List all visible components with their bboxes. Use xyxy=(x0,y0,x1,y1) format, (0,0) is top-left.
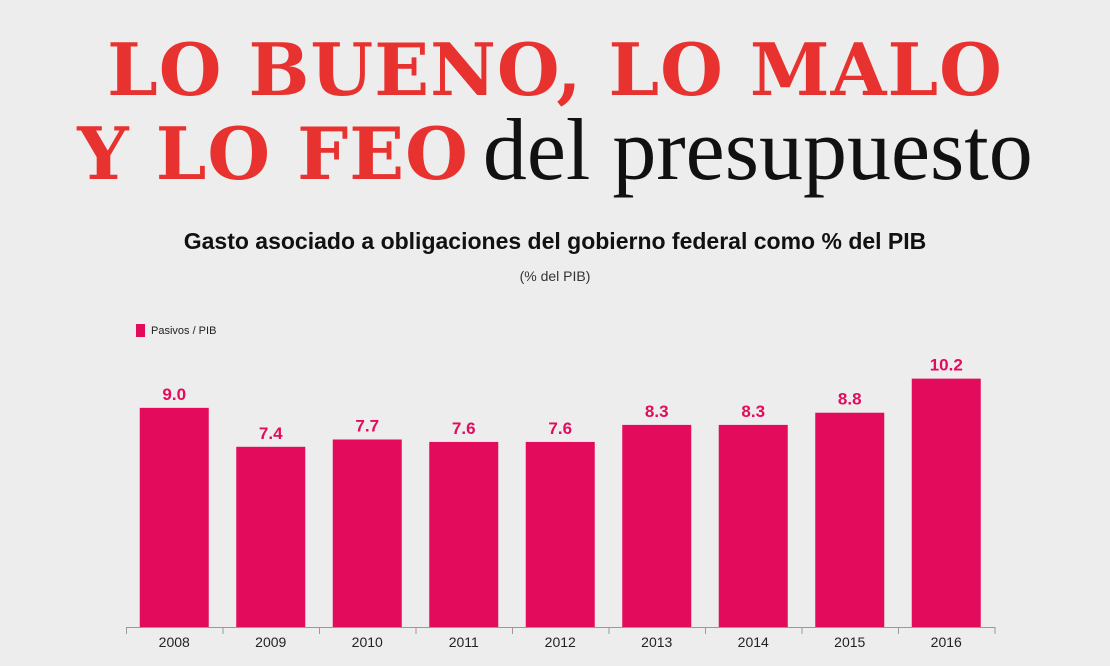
bar-2011 xyxy=(429,441,499,627)
data-label-2011: 7.6 xyxy=(452,419,476,438)
bar-2015 xyxy=(815,412,885,627)
bar-2010 xyxy=(332,439,402,627)
bar-2013 xyxy=(622,424,692,627)
data-label-2013: 8.3 xyxy=(645,402,669,421)
bar-2008 xyxy=(139,407,209,627)
x-tick-label-2014: 2014 xyxy=(738,634,769,650)
headline-line-2: Y LO FEO del presupuesto xyxy=(0,107,1110,218)
legend: Pasivos / PIB xyxy=(136,324,216,337)
legend-swatch xyxy=(136,324,145,337)
chart-title: Gasto asociado a obligaciones del gobier… xyxy=(183,228,927,254)
x-tick-label-2013: 2013 xyxy=(641,634,672,650)
legend-label: Pasivos / PIB xyxy=(151,324,217,337)
headline-red-part: Y LO FEO xyxy=(77,111,469,196)
data-label-2015: 8.8 xyxy=(838,390,862,409)
bar-2016 xyxy=(911,378,981,627)
data-label-2012: 7.6 xyxy=(548,419,572,438)
data-label-2014: 8.3 xyxy=(741,402,765,421)
data-label-2010: 7.7 xyxy=(355,417,379,436)
data-label-2009: 7.4 xyxy=(259,424,283,443)
data-label-2008: 9.0 xyxy=(162,385,186,404)
chart-subtitle: (% del PIB) xyxy=(519,268,591,284)
x-tick-label-2008: 2008 xyxy=(159,634,190,650)
bar-2014 xyxy=(718,424,788,627)
headline-line-1: LO BUENO, LO MALO xyxy=(107,27,1003,112)
bar-2009 xyxy=(236,446,306,627)
bar-2012 xyxy=(525,441,595,627)
headline-black-part: del presupuesto xyxy=(482,102,1033,199)
x-tick-label-2010: 2010 xyxy=(352,634,383,650)
x-tick-label-2015: 2015 xyxy=(834,634,865,650)
x-tick-label-2012: 2012 xyxy=(545,634,576,650)
x-tick-label-2009: 2009 xyxy=(255,634,286,650)
x-tick-label-2016: 2016 xyxy=(931,634,962,650)
data-label-2016: 10.2 xyxy=(930,356,963,375)
x-tick-label-2011: 2011 xyxy=(449,634,479,650)
